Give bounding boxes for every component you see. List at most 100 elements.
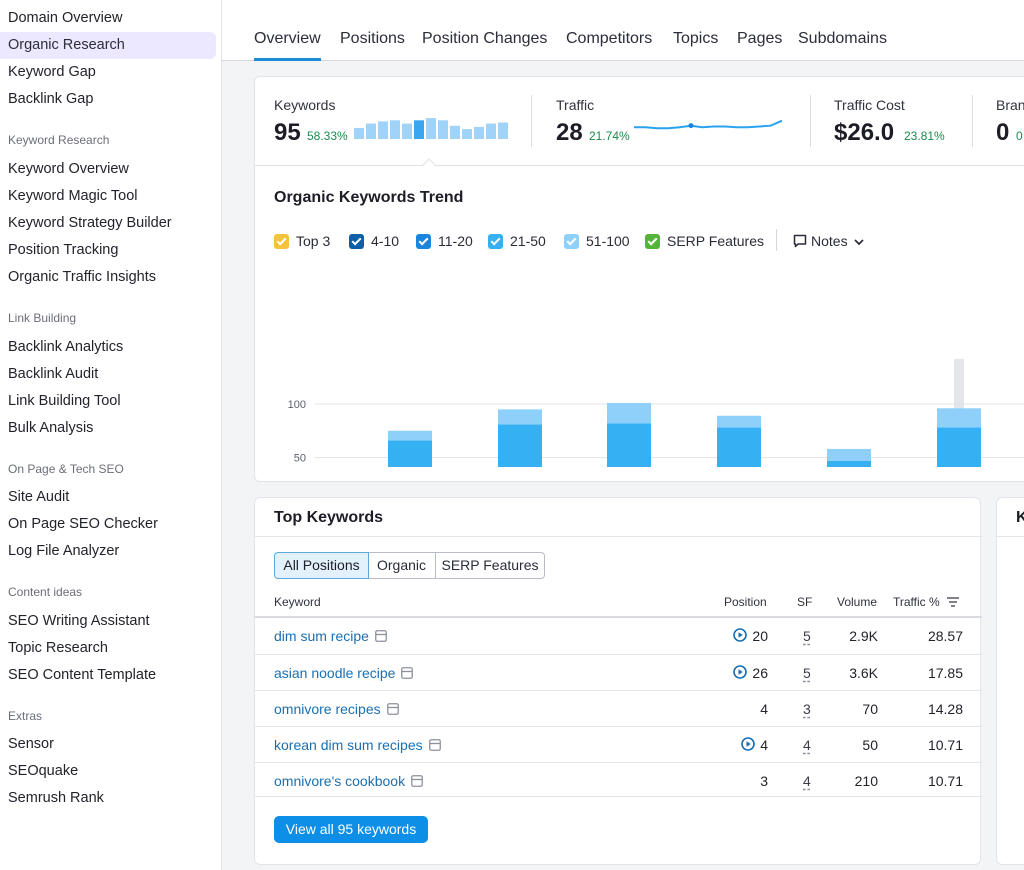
tab-overview[interactable]: Overview — [254, 30, 321, 61]
keywords-metric[interactable]: Keywords 95 58.33% — [274, 97, 508, 146]
bar-segment-51-100[interactable] — [937, 408, 981, 428]
bar-segment-21-50[interactable] — [388, 440, 432, 467]
table-row[interactable]: omnivore recipes 4 3 70 14.28 — [255, 690, 982, 726]
bar-segment-51-100[interactable] — [607, 402, 651, 424]
bar-segment-51-100[interactable] — [388, 430, 432, 441]
tab-topics[interactable]: Topics — [673, 30, 719, 47]
sidebar-item-keyword-gap[interactable]: Keyword Gap — [8, 64, 96, 80]
sidebar-item-link-building-tool[interactable]: Link Building Tool — [8, 393, 121, 409]
tab-subdomains[interactable]: Subdomains — [798, 30, 887, 47]
serp-snapshot-icon[interactable] — [429, 739, 441, 751]
sidebar-item-domain-overview[interactable]: Domain Overview — [8, 10, 123, 26]
sidebar-item-site-audit[interactable]: Site Audit — [8, 489, 70, 505]
notes-dropdown[interactable]: Notes — [793, 233, 864, 249]
sf-count[interactable]: 5 — [803, 665, 811, 681]
sidebar-item-organic-traffic-insights[interactable]: Organic Traffic Insights — [8, 269, 157, 285]
bar-segment-21-50[interactable] — [607, 423, 651, 467]
sidebar-item-sensor[interactable]: Sensor — [8, 736, 54, 752]
tab-competitors[interactable]: Competitors — [566, 30, 653, 47]
legend-label: 4-10 — [371, 233, 400, 249]
sidebar-item-bulk-analysis[interactable]: Bulk Analysis — [8, 420, 94, 436]
bar-segment-21-50[interactable] — [937, 427, 981, 467]
filter-serp-features[interactable]: SERP Features — [435, 552, 545, 579]
table-row[interactable]: korean dim sum recipes 4 4 50 10.71 — [255, 726, 982, 762]
branded-metric[interactable]: Bran 0 0 — [996, 97, 1024, 146]
position-value: 20 — [752, 628, 768, 644]
column-header-keyword[interactable]: Keyword — [274, 595, 321, 609]
sidebar-item-keyword-strategy-builder[interactable]: Keyword Strategy Builder — [8, 215, 172, 231]
filter-all-positions[interactable]: All Positions — [274, 552, 369, 579]
keyword-link[interactable]: omnivore recipes — [274, 701, 381, 717]
sidebar-item-backlink-audit[interactable]: Backlink Audit — [8, 366, 99, 382]
sidebar-item-seo-writing-assistant[interactable]: SEO Writing Assistant — [8, 613, 150, 629]
bar-segment-21-50[interactable] — [498, 424, 542, 467]
keywords-value: 95 — [274, 119, 301, 146]
tab-pages[interactable]: Pages — [737, 30, 783, 47]
table-row[interactable]: omnivore's cookbook 3 4 210 10.71 — [255, 762, 982, 798]
tab-position-changes[interactable]: Position Changes — [422, 30, 548, 47]
bar-segment-21-50[interactable] — [827, 460, 871, 467]
legend-11-20[interactable]: 11-20 — [416, 233, 473, 249]
legend-51-100[interactable]: 51-100 — [564, 233, 630, 249]
column-header-sf[interactable]: SF — [797, 595, 813, 609]
serp-snapshot-icon[interactable] — [411, 775, 423, 787]
volume-value: 210 — [854, 773, 878, 789]
sf-count[interactable]: 4 — [803, 773, 811, 789]
sidebar-item-keyword-magic-tool[interactable]: Keyword Magic Tool — [8, 188, 138, 204]
checkbox-icon — [349, 234, 364, 249]
volume-value: 50 — [862, 737, 878, 753]
serp-snapshot-icon[interactable] — [387, 703, 399, 715]
metric-divider — [531, 95, 532, 147]
traffic-cost-delta: 23.81% — [904, 129, 945, 143]
filter-organic[interactable]: Organic — [368, 552, 436, 579]
keyword-link[interactable]: dim sum recipe — [274, 628, 369, 644]
sidebar-item-position-tracking[interactable]: Position Tracking — [8, 242, 119, 258]
traffic-cost-value: $26.0 — [834, 119, 895, 146]
legend-top3[interactable]: Top 3 — [274, 233, 330, 249]
sidebar-item-semrush-rank[interactable]: Semrush Rank — [8, 790, 104, 806]
sidebar-item-keyword-overview[interactable]: Keyword Overview — [8, 161, 129, 177]
sparkline-bar — [450, 125, 460, 139]
sf-count[interactable]: 4 — [803, 737, 811, 753]
play-icon[interactable] — [733, 665, 747, 679]
bar-segment-51-100[interactable] — [827, 448, 871, 461]
sparkline-line — [634, 119, 783, 130]
sf-count[interactable]: 5 — [803, 628, 811, 644]
keyword-link[interactable]: korean dim sum recipes — [274, 737, 423, 753]
sf-count[interactable]: 3 — [803, 701, 811, 717]
legend-serp-features[interactable]: SERP Features — [645, 233, 764, 249]
legend-21-50[interactable]: 21-50 — [488, 233, 546, 249]
sidebar-item-log-file-analyzer[interactable]: Log File Analyzer — [8, 543, 120, 559]
table-row[interactable]: asian noodle recipe 26 5 3.6K 17.85 — [255, 654, 982, 690]
bar-segment-21-50[interactable] — [717, 427, 761, 467]
keyword-link[interactable]: asian noodle recipe — [274, 665, 396, 681]
traffic-metric[interactable]: Traffic 28 21.74% — [556, 97, 783, 146]
traffic-cost-metric[interactable]: Traffic Cost $26.0 23.81% — [834, 97, 945, 146]
view-all-keywords-button[interactable]: View all 95 keywords — [274, 816, 428, 843]
volume-value: 3.6K — [849, 665, 878, 681]
organic-keywords-trend-chart[interactable]: 100500Aug 18Sep 18Oct 18Nov 18Dec 18Jan … — [255, 267, 1024, 467]
legend-4-10[interactable]: 4-10 — [349, 233, 399, 249]
sidebar-item-seo-content-template[interactable]: SEO Content Template — [8, 667, 157, 683]
column-header-traffic[interactable]: Traffic % — [893, 595, 960, 609]
play-icon[interactable] — [733, 628, 747, 642]
column-header-volume[interactable]: Volume — [837, 595, 878, 609]
sidebar-item-backlink-gap[interactable]: Backlink Gap — [8, 91, 94, 107]
sparkline-bar — [438, 120, 448, 139]
serp-snapshot-icon[interactable] — [401, 667, 413, 679]
column-header-position[interactable]: Position — [724, 595, 767, 609]
sidebar-item-topic-research[interactable]: Topic Research — [8, 640, 108, 656]
sidebar-item-organic-research[interactable]: Organic Research — [0, 32, 216, 59]
tab-positions[interactable]: Positions — [340, 30, 405, 47]
bar-segment-51-100[interactable] — [498, 409, 542, 425]
bar-segment-51-100[interactable] — [717, 415, 761, 428]
sparkline-bar — [462, 129, 472, 139]
sidebar-item-backlink-analytics[interactable]: Backlink Analytics — [8, 339, 124, 355]
traffic-percent: 10.71 — [927, 737, 963, 753]
sidebar-item-seoquake[interactable]: SEOquake — [8, 763, 79, 779]
sidebar-item-on-page-seo-checker[interactable]: On Page SEO Checker — [8, 516, 158, 532]
table-row[interactable]: dim sum recipe 20 5 2.9K 28.57 — [255, 618, 982, 654]
play-icon[interactable] — [741, 737, 755, 751]
keyword-link[interactable]: omnivore's cookbook — [274, 773, 406, 789]
serp-snapshot-icon[interactable] — [375, 630, 387, 642]
